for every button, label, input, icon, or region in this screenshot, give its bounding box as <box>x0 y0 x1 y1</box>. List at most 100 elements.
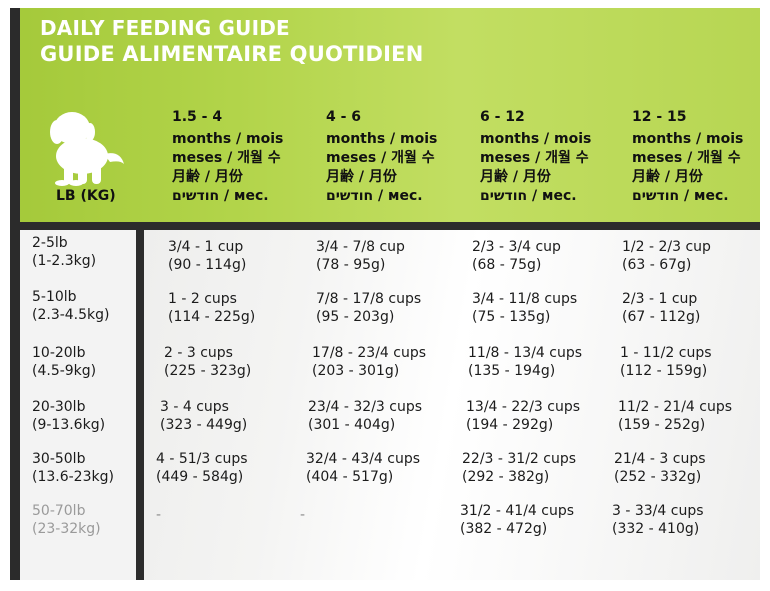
cups-value: 2/3 - 3/4 cup <box>472 239 561 255</box>
table-cell: 2/3 - 3/4 cup (68 - 75g) <box>472 238 561 274</box>
unit-line-4: חודשים / мес. <box>326 188 423 204</box>
grams-value: (135 - 194g) <box>468 363 556 379</box>
unit-line-4: חודשים / мес. <box>480 188 577 204</box>
grams-value: (323 - 449g) <box>160 417 248 433</box>
cups-value: 31/2 - 41/4 cups <box>460 503 575 519</box>
unit-line-3: 月齢 / 月份 <box>326 169 397 185</box>
weight-lb: 50-70lb <box>32 503 86 519</box>
cups-value: 11/8 - 13/4 cups <box>468 345 583 361</box>
weight-column-divider <box>136 222 144 580</box>
cups-value: 17/8 - 23/4 cups <box>312 345 427 361</box>
cups-value: - <box>300 507 306 523</box>
cups-value: 1 - 2 cups <box>168 291 237 307</box>
unit-line-1: months / mois <box>480 131 592 147</box>
table-cell: 3 - 4 cups (323 - 449g) <box>160 398 247 434</box>
grams-value: (63 - 67g) <box>622 257 692 273</box>
grams-value: (112 - 159g) <box>620 363 708 379</box>
grams-value: (203 - 301g) <box>312 363 400 379</box>
grams-value: (68 - 75g) <box>472 257 542 273</box>
column-header-4: 12 - 15 months / mois meses / 개월 수 月齢 / … <box>632 108 743 206</box>
cups-value: 4 - 51/3 cups <box>156 451 248 467</box>
cups-value: 3 - 4 cups <box>160 399 229 415</box>
table-cell: 3 - 33/4 cups (332 - 410g) <box>612 502 704 538</box>
table-cell: 23/4 - 32/3 cups (301 - 404g) <box>308 398 422 434</box>
weight-unit-label: LB (KG) <box>56 188 116 204</box>
cups-value: 2 - 3 cups <box>164 345 233 361</box>
age-range: 4 - 6 <box>326 109 362 125</box>
cups-value: 11/2 - 21/4 cups <box>618 399 733 415</box>
cups-value: - <box>156 507 162 523</box>
table-cell: 22/3 - 31/2 cups (292 - 382g) <box>462 450 576 486</box>
feeding-guide-panel: DAILY FEEDING GUIDE GUIDE ALIMENTAIRE QU… <box>10 8 760 580</box>
cups-value: 32/4 - 43/4 cups <box>306 451 421 467</box>
weight-row-label: 50-70lb (23-32kg) <box>32 502 101 538</box>
weight-row-label: 30-50lb (13.6-23kg) <box>32 450 114 486</box>
grams-value: (114 - 225g) <box>168 309 256 325</box>
table-cell: - <box>156 506 161 524</box>
table-cell: 2 - 3 cups (225 - 323g) <box>164 344 251 380</box>
weight-lb: 30-50lb <box>32 451 86 467</box>
grams-value: (67 - 112g) <box>622 309 701 325</box>
grams-value: (404 - 517g) <box>306 469 394 485</box>
unit-line-3: 月齢 / 月份 <box>172 169 243 185</box>
table-cell: 7/8 - 17/8 cups (95 - 203g) <box>316 290 421 326</box>
unit-line-3: 月齢 / 月份 <box>632 169 703 185</box>
unit-line-2: meses / 개월 수 <box>172 150 281 166</box>
unit-line-3: 月齢 / 月份 <box>480 169 551 185</box>
grams-value: (301 - 404g) <box>308 417 396 433</box>
weight-kg: (9-13.6kg) <box>32 417 106 433</box>
left-edge <box>10 8 20 580</box>
table-cell: 13/4 - 22/3 cups (194 - 292g) <box>466 398 580 434</box>
unit-line-4: חודשים / мес. <box>632 188 729 204</box>
table-cell: 4 - 51/3 cups (449 - 584g) <box>156 450 248 486</box>
column-header-2: 4 - 6 months / mois meses / 개월 수 月齢 / 月份… <box>326 108 437 206</box>
column-header-3: 6 - 12 months / mois meses / 개월 수 月齢 / 月… <box>480 108 591 206</box>
unit-line-1: months / mois <box>632 131 744 147</box>
cups-value: 3 - 33/4 cups <box>612 503 704 519</box>
column-header-1: 1.5 - 4 months / mois meses / 개월 수 月齢 / … <box>172 108 283 206</box>
table-cell: 3/4 - 11/8 cups (75 - 135g) <box>472 290 577 326</box>
grams-value: (95 - 203g) <box>316 309 395 325</box>
unit-line-2: meses / 개월 수 <box>632 150 741 166</box>
cups-value: 1 - 11/2 cups <box>620 345 712 361</box>
table-cell: 3/4 - 7/8 cup (78 - 95g) <box>316 238 405 274</box>
weight-kg: (4.5-9kg) <box>32 363 97 379</box>
table-cell: - <box>300 506 305 524</box>
table-cell: 1 - 2 cups (114 - 225g) <box>168 290 255 326</box>
weight-lb: 20-30lb <box>32 399 86 415</box>
grams-value: (252 - 332g) <box>614 469 702 485</box>
grams-value: (332 - 410g) <box>612 521 700 537</box>
grams-value: (225 - 323g) <box>164 363 252 379</box>
weight-kg: (2.3-4.5kg) <box>32 307 110 323</box>
table-cell: 11/2 - 21/4 cups (159 - 252g) <box>618 398 732 434</box>
cups-value: 3/4 - 11/8 cups <box>472 291 578 307</box>
title-english: DAILY FEEDING GUIDE <box>40 16 290 40</box>
title-french: GUIDE ALIMENTAIRE QUOTIDIEN <box>40 42 424 66</box>
cups-value: 3/4 - 7/8 cup <box>316 239 405 255</box>
table-cell: 21/4 - 3 cups (252 - 332g) <box>614 450 706 486</box>
age-range: 6 - 12 <box>480 109 525 125</box>
table-cell: 31/2 - 41/4 cups (382 - 472g) <box>460 502 574 538</box>
weight-column-bg <box>20 230 136 580</box>
unit-line-2: meses / 개월 수 <box>326 150 435 166</box>
age-range: 1.5 - 4 <box>172 109 223 125</box>
table-cell: 2/3 - 1 cup (67 - 112g) <box>622 290 700 326</box>
grams-value: (75 - 135g) <box>472 309 551 325</box>
table-cell: 3/4 - 1 cup (90 - 114g) <box>168 238 246 274</box>
unit-line-1: months / mois <box>172 131 284 147</box>
cups-value: 3/4 - 1 cup <box>168 239 244 255</box>
unit-line-4: חודשים / мес. <box>172 188 269 204</box>
cups-value: 13/4 - 22/3 cups <box>466 399 581 415</box>
header-band <box>10 8 760 222</box>
grams-value: (449 - 584g) <box>156 469 244 485</box>
header-divider <box>20 222 760 230</box>
grams-value: (382 - 472g) <box>460 521 548 537</box>
weight-kg: (1-2.3kg) <box>32 253 97 269</box>
grams-value: (292 - 382g) <box>462 469 550 485</box>
cups-value: 7/8 - 17/8 cups <box>316 291 422 307</box>
weight-row-label: 20-30lb (9-13.6kg) <box>32 398 105 434</box>
grams-value: (78 - 95g) <box>316 257 386 273</box>
cups-value: 1/2 - 2/3 cup <box>622 239 711 255</box>
unit-line-1: months / mois <box>326 131 438 147</box>
weight-kg: (23-32kg) <box>32 521 101 537</box>
